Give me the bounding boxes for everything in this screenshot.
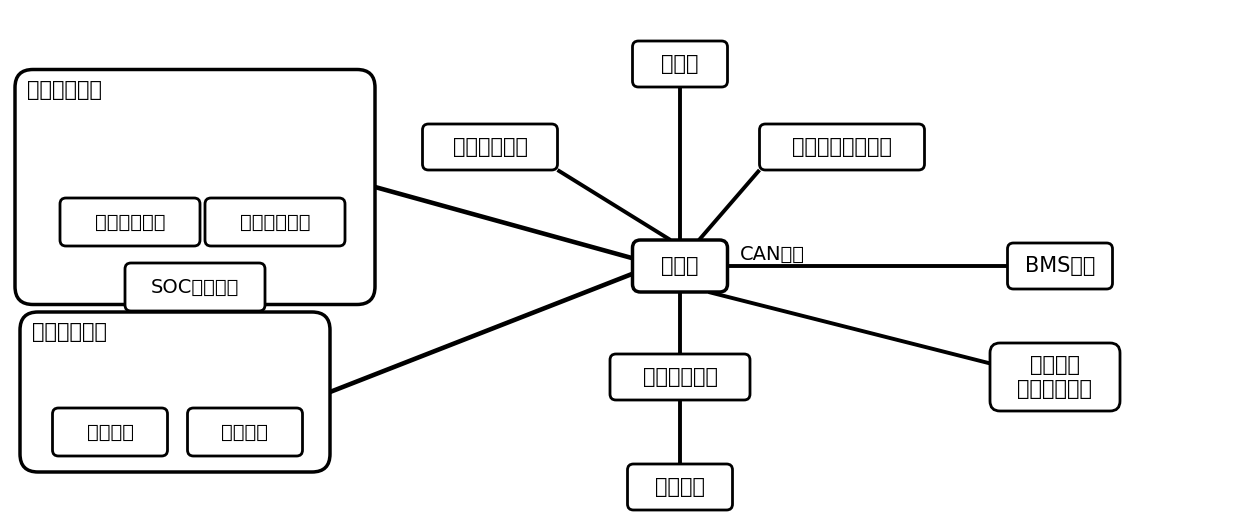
Text: 处理器: 处理器	[661, 256, 699, 276]
Text: 主动防护模块: 主动防护模块	[453, 137, 527, 157]
FancyBboxPatch shape	[610, 354, 750, 400]
FancyBboxPatch shape	[60, 198, 200, 246]
Text: 自燃分析模块: 自燃分析模块	[32, 322, 107, 342]
Text: 电压判断模块: 电压判断模块	[94, 212, 165, 231]
FancyBboxPatch shape	[632, 240, 728, 292]
FancyBboxPatch shape	[20, 312, 330, 472]
FancyBboxPatch shape	[52, 408, 167, 456]
FancyBboxPatch shape	[423, 124, 558, 170]
FancyBboxPatch shape	[125, 263, 265, 311]
Text: SOC判断模块: SOC判断模块	[151, 278, 239, 296]
Text: 云服务器: 云服务器	[655, 477, 706, 497]
Text: 电流判断模块: 电流判断模块	[239, 212, 310, 231]
FancyBboxPatch shape	[759, 124, 925, 170]
Text: 性能分析模块: 性能分析模块	[27, 79, 102, 99]
FancyBboxPatch shape	[205, 198, 345, 246]
FancyBboxPatch shape	[990, 343, 1120, 411]
Text: 无线通讯模块: 无线通讯模块	[642, 367, 718, 387]
FancyBboxPatch shape	[1007, 243, 1112, 289]
Text: BMS系统: BMS系统	[1024, 256, 1095, 276]
FancyBboxPatch shape	[15, 70, 374, 304]
Text: 内阻模块: 内阻模块	[222, 422, 269, 442]
Text: 显示器: 显示器	[661, 54, 699, 74]
Text: CAN总线: CAN总线	[740, 245, 805, 263]
Text: 自燃预警
报告生成模块: 自燃预警 报告生成模块	[1018, 355, 1092, 398]
Text: 温度模块: 温度模块	[87, 422, 134, 442]
Text: 健康报告生成模块: 健康报告生成模块	[792, 137, 892, 157]
FancyBboxPatch shape	[187, 408, 303, 456]
FancyBboxPatch shape	[632, 41, 728, 87]
FancyBboxPatch shape	[627, 464, 733, 510]
